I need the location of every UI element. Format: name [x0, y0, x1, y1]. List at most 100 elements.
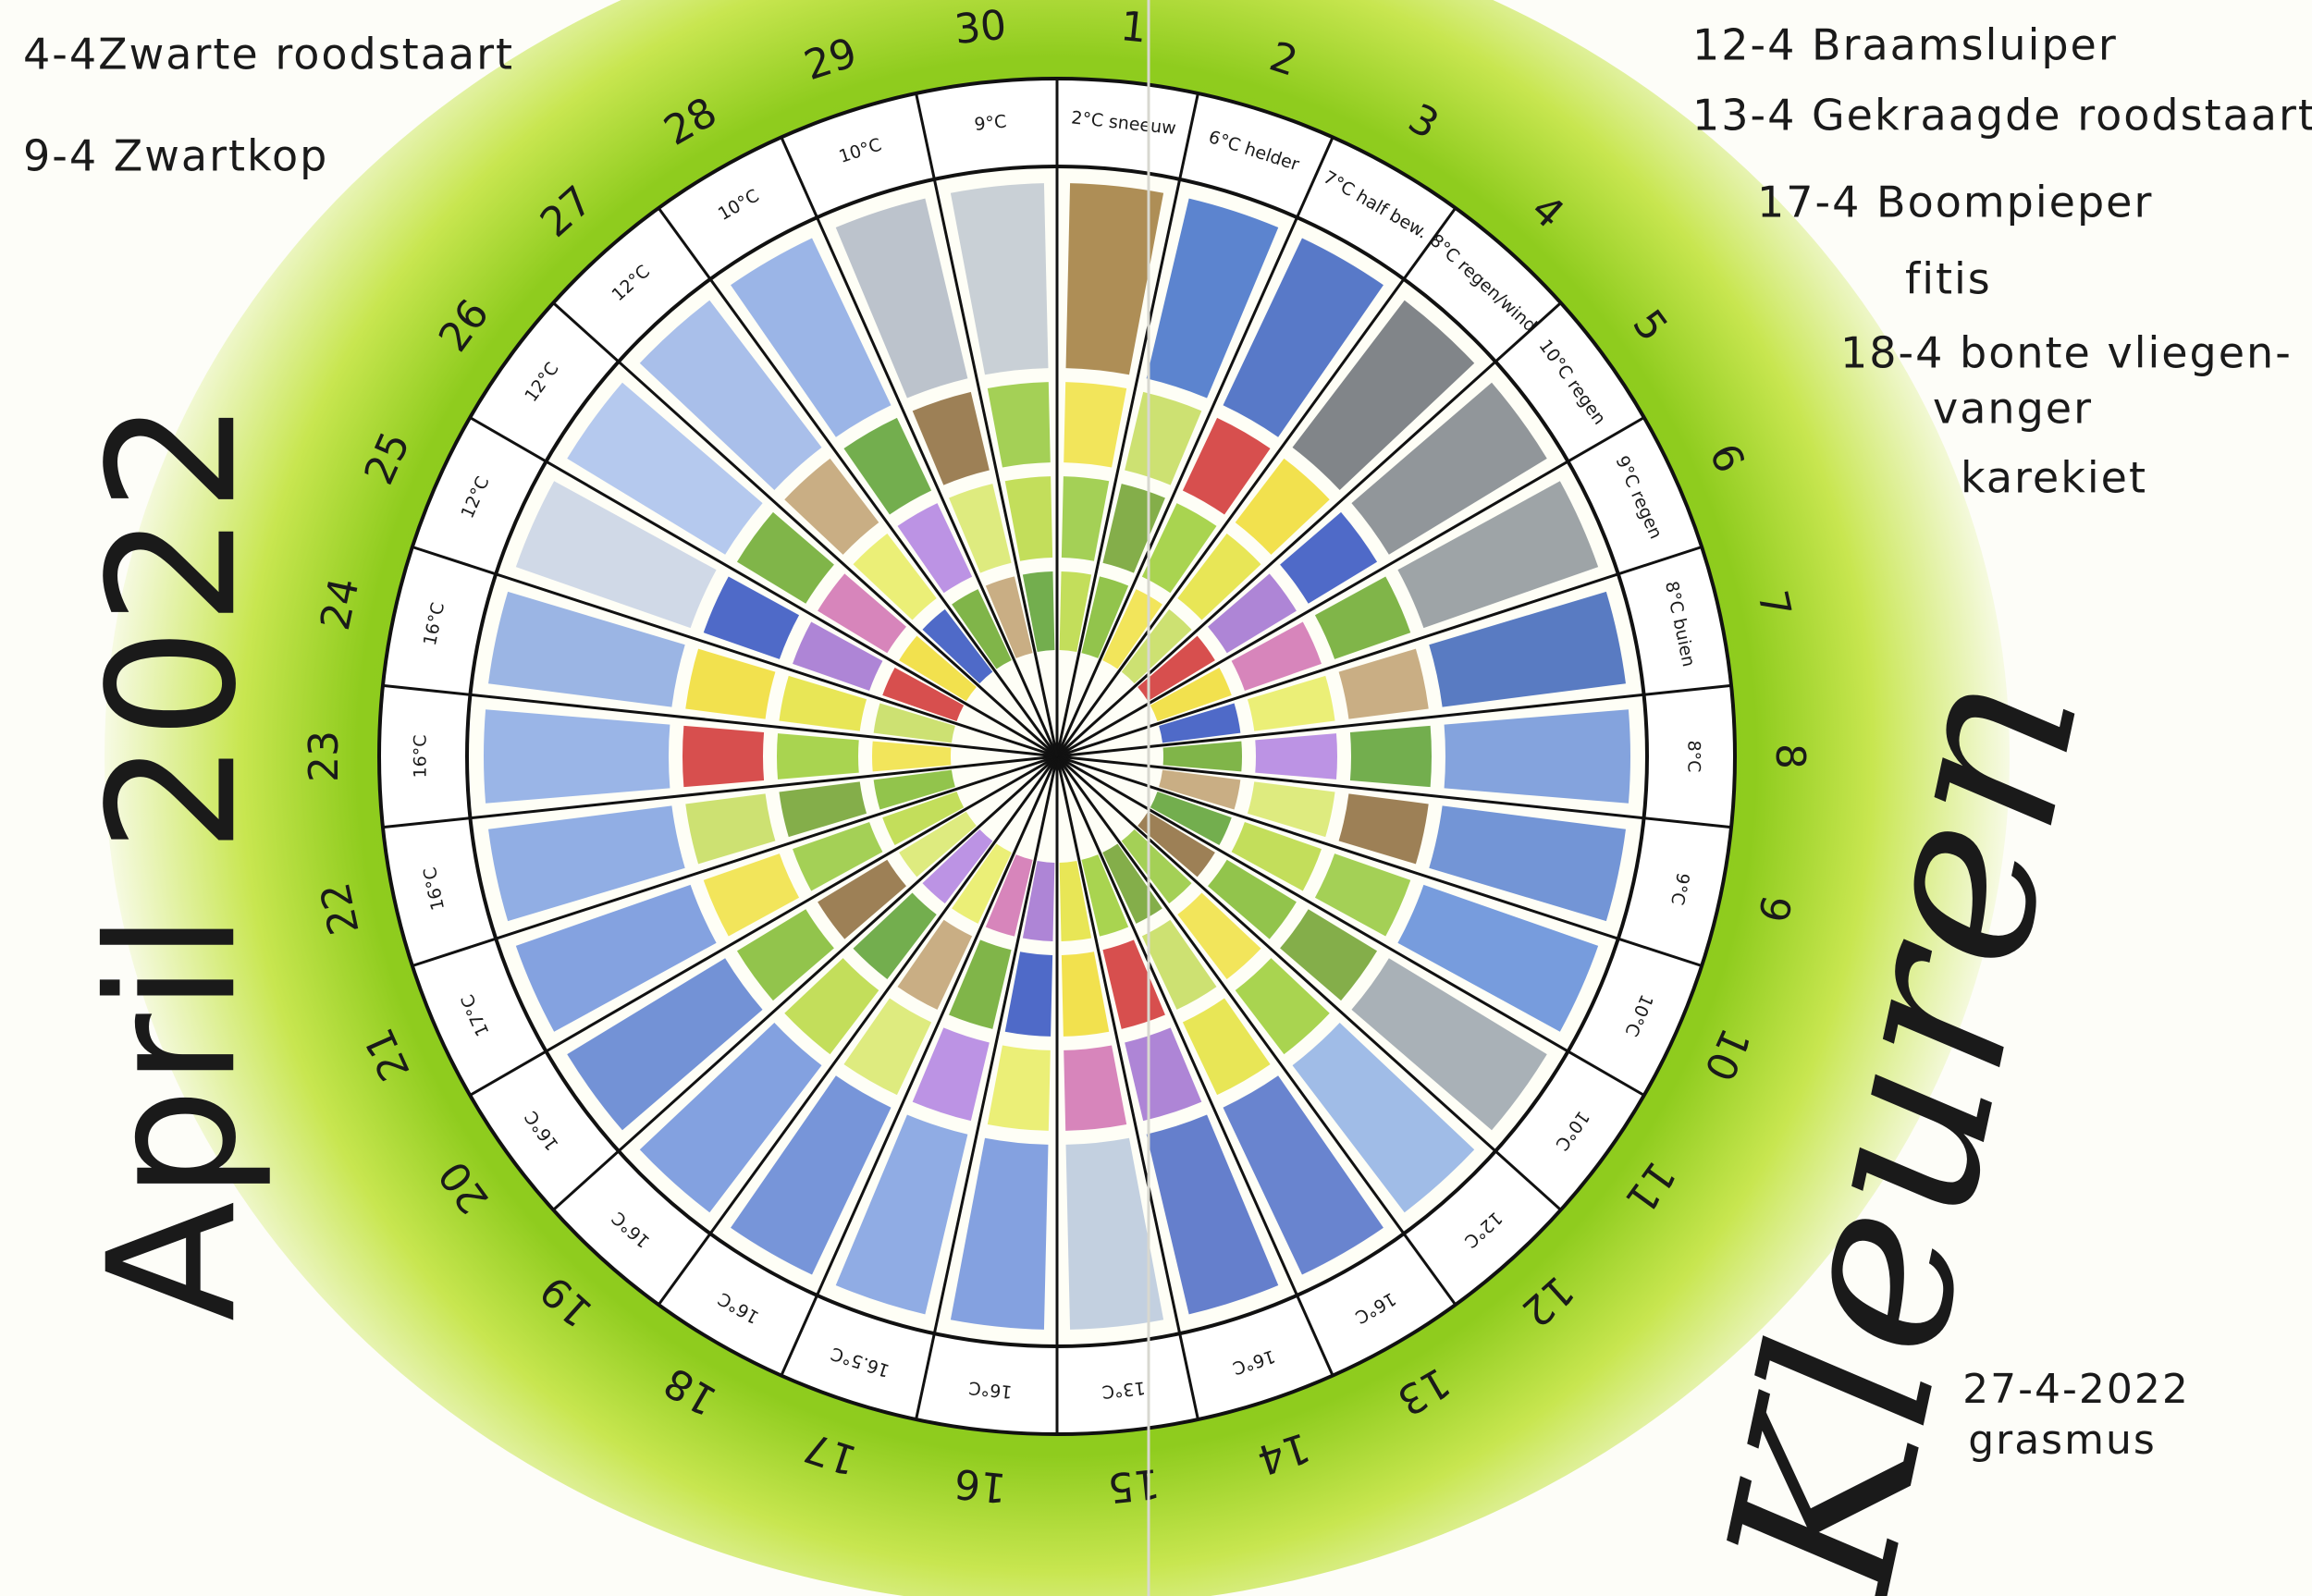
paint-patch: [1004, 476, 1053, 561]
spoke: [1056, 755, 1645, 1097]
paint-patch: [882, 667, 965, 721]
paint-patch: [872, 741, 952, 772]
spoke: [1055, 755, 1199, 1420]
spoke: [1056, 755, 1703, 967]
paint-patch: [1064, 1045, 1127, 1131]
paint-patch: [949, 484, 1012, 573]
paint-patch: [853, 533, 937, 620]
paint-patch: [779, 781, 867, 838]
paint-patch: [912, 391, 990, 485]
paint-patch: [567, 958, 763, 1131]
paint-patch: [1150, 667, 1232, 721]
spoke: [915, 92, 1059, 757]
paint-patch: [1061, 476, 1110, 561]
paint-patch: [1292, 1023, 1475, 1213]
paint-patch: [1235, 458, 1330, 555]
paint-patch: [1159, 703, 1241, 743]
paint-patch: [1338, 648, 1429, 719]
bird-note: karekiet: [1961, 453, 2147, 503]
paint-patch: [897, 503, 973, 594]
weather-label: 13°C: [1101, 1377, 1146, 1402]
paint-patch: [818, 573, 907, 654]
paint-patch: [683, 725, 765, 788]
paint-patch: [567, 382, 763, 555]
left-notes: 4-4Zwarte roodstaart 9-4 Zwartkop: [23, 30, 514, 181]
paint-patch: [779, 675, 867, 731]
paint-patch: [484, 709, 670, 804]
paint-patch: [1138, 635, 1215, 702]
paint-patch: [949, 939, 1012, 1029]
paint-patch: [488, 805, 685, 922]
paint-patch: [1059, 861, 1092, 941]
paint-patch: [1247, 675, 1335, 731]
paint-patch: [703, 853, 800, 937]
paint-patch: [1059, 571, 1092, 652]
paint-patch: [1146, 198, 1279, 399]
paint-patch: [1177, 533, 1261, 620]
day-number: 23: [301, 730, 348, 782]
paint-patch: [1022, 861, 1055, 941]
day-number: 30: [953, 2, 1009, 55]
bird-note: vanger: [1933, 384, 2093, 434]
spoke: [1056, 683, 1732, 758]
paint-patch: [987, 382, 1051, 468]
paint-patch: [987, 1045, 1051, 1131]
paint-patch: [1022, 571, 1055, 652]
paint-patch: [922, 829, 993, 904]
paint-patch: [1162, 741, 1243, 772]
spoke: [1055, 755, 1457, 1306]
paint-patch: [1159, 769, 1241, 810]
bird-note: 13-4 Gekraagde roodstaart: [1692, 91, 2312, 141]
paint-patch: [731, 1075, 892, 1275]
spoke: [469, 755, 1058, 1097]
bird-note: 9-4 Zwartkop: [23, 131, 328, 181]
paint-patch: [1138, 811, 1215, 878]
paint-patch: [950, 183, 1049, 375]
paint-patch: [1125, 391, 1202, 485]
paint-patch: [1125, 1027, 1202, 1122]
paint-patch: [488, 591, 685, 707]
spoke: [412, 755, 1058, 967]
paint-patch: [639, 1023, 822, 1213]
paint-patch: [703, 576, 800, 659]
title: April 2022: [70, 399, 275, 1321]
paint-patch: [1121, 829, 1192, 904]
spoke: [915, 755, 1059, 1420]
spoke: [780, 755, 1059, 1377]
spoke: [1055, 755, 1334, 1377]
paint-patch: [1141, 503, 1217, 594]
spoke: [552, 301, 1059, 758]
paint-patch: [952, 843, 1012, 924]
paint-patch: [1223, 238, 1384, 437]
weather-label: 8°C: [1684, 741, 1704, 773]
paint-patch: [515, 481, 717, 629]
paint-patch: [985, 576, 1033, 658]
paint-patch: [1280, 909, 1378, 1001]
spoke: [1056, 416, 1645, 758]
paint-patch: [1235, 958, 1330, 1055]
paint-patch: [736, 511, 834, 604]
bird-note: 18-4 bonte vliegen-: [1840, 328, 2293, 378]
paint-patch: [950, 1137, 1049, 1330]
spoke: [382, 683, 1058, 758]
paint-patch: [1247, 781, 1335, 838]
day-number: 24: [312, 574, 369, 634]
spoke: [1056, 755, 1732, 829]
paint-patch: [843, 998, 932, 1096]
bird-note: 4-4Zwarte roodstaart: [23, 30, 514, 80]
paint-patch: [1141, 919, 1217, 1010]
spoke: [1055, 301, 1562, 758]
paint-patch: [1292, 300, 1475, 490]
paint-patch: [899, 635, 977, 702]
paint-patch: [1351, 958, 1547, 1131]
spoke: [1055, 136, 1334, 757]
paint-patch: [1004, 951, 1053, 1037]
weather-label: 16°C: [968, 1377, 1014, 1402]
paint-patch: [843, 417, 932, 515]
paint-patch: [1207, 573, 1297, 654]
paint-patch: [1177, 892, 1261, 980]
paint-patch: [952, 589, 1012, 669]
day-number: 15: [1105, 1459, 1162, 1512]
paint-patch: [784, 958, 879, 1055]
